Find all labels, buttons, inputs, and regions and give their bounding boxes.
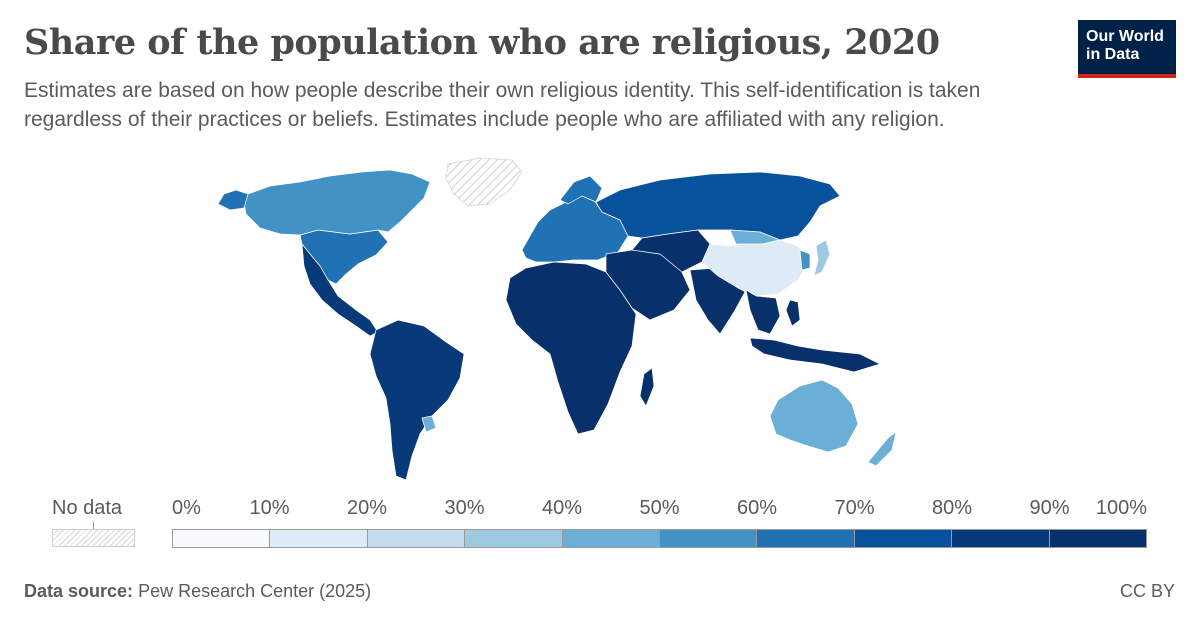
chart-title: Share of the population who are religiou… [24,22,940,63]
region-russia[interactable] [595,171,841,241]
logo-accent-bar [1078,74,1176,78]
region-scandinavia[interactable] [559,175,603,205]
legend-bin[interactable] [173,530,271,547]
region-south-america[interactable] [369,319,465,481]
region-korea[interactable] [799,249,811,271]
region-southeast-asia[interactable] [745,289,781,335]
data-source: Data source: Pew Research Center (2025) [24,581,371,602]
legend-bin[interactable] [952,530,1050,547]
logo-line-1: Our World [1086,28,1164,45]
legend-bin[interactable] [757,530,855,547]
legend-tick: 40% [541,497,583,519]
legend-no-data-tick [93,522,94,529]
region-canada[interactable] [243,169,431,236]
legend-bin[interactable] [1049,530,1147,547]
logo-line-2: in Data [1086,46,1140,63]
legend-tick: 100% [1095,497,1147,519]
legend-tick: 30% [444,497,485,519]
legend-tick: 10% [249,497,290,519]
region-madagascar[interactable] [639,367,655,407]
legend-no-data-swatch[interactable] [52,529,135,547]
legend-color-scale [172,529,1147,548]
owid-logo[interactable]: Our World in Data [1078,20,1176,78]
data-source-label: Data source: [24,581,134,601]
region-philippines[interactable] [785,299,801,327]
region-uruguay[interactable] [421,415,437,433]
legend-bin[interactable] [367,530,466,547]
legend-bin[interactable] [660,530,758,547]
region-africa[interactable] [505,261,637,435]
legend-tick: 60% [736,497,778,519]
legend-tick: 70% [834,497,875,519]
region-alaska[interactable] [217,189,249,211]
legend-bin[interactable] [465,530,563,547]
license-link[interactable]: CC BY [1119,581,1175,601]
region-new-zealand[interactable] [867,431,897,467]
world-map[interactable] [150,150,1060,490]
legend-tick-labels: 0% 10% 20% 30% 40% 50% 60% 70% 80% 90% 1… [172,497,1147,527]
legend-no-data-label: No data [52,497,123,519]
region-mongolia[interactable] [729,229,781,245]
region-greenland[interactable] [445,157,523,207]
legend-bin[interactable] [562,530,661,547]
legend-tick: 0% [172,497,201,519]
region-australia[interactable] [769,379,859,453]
legend-tick: 50% [639,497,680,519]
chart-subtitle: Estimates are based on how people descri… [24,79,981,131]
region-indonesia[interactable] [749,337,881,373]
legend-bin[interactable] [854,530,953,547]
region-japan[interactable] [813,239,831,277]
legend-tick: 80% [931,497,973,519]
legend-tick: 90% [1029,497,1070,519]
legend-tick: 20% [346,497,388,519]
data-source-link[interactable]: Pew Research Center (2025) [138,581,372,601]
legend-bin[interactable] [270,530,368,547]
